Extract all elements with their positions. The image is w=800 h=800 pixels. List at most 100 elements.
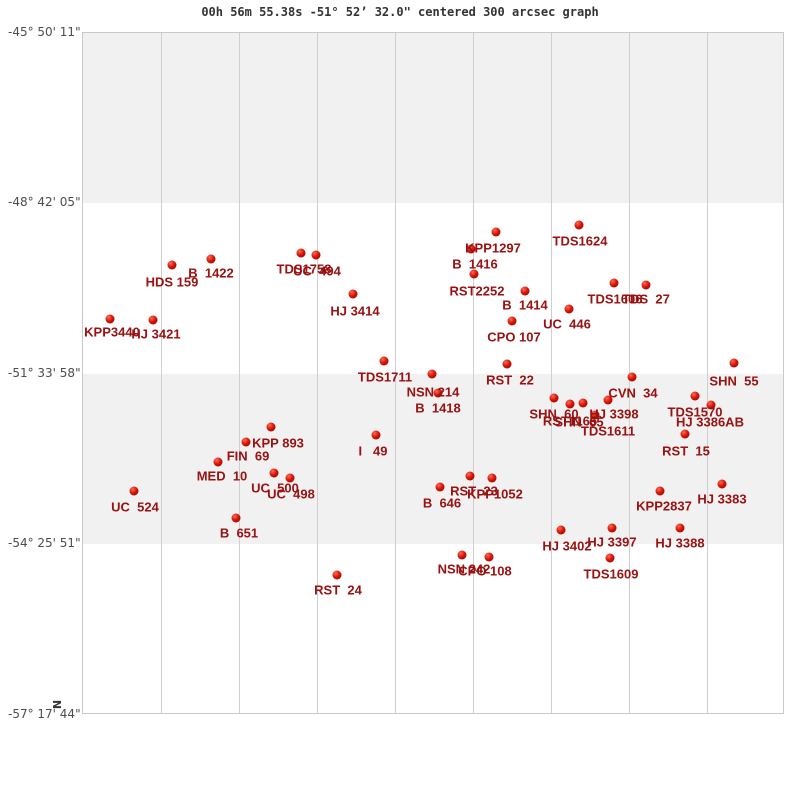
y-axis-tick-label: -51° 33' 58" xyxy=(8,366,81,380)
star-label: I 49 xyxy=(358,443,388,459)
plot-area: KPP3440 HJ 3421 HDS 159 B 1422 TDS1758 UC 494… xyxy=(82,32,784,714)
star-point xyxy=(609,278,619,288)
star-label: CVN 34 xyxy=(608,385,658,401)
star-point xyxy=(129,486,139,496)
star-point xyxy=(605,553,615,563)
star-label: KPP 893 xyxy=(252,435,304,451)
star-point xyxy=(427,369,437,379)
star-label: TDS1570 xyxy=(667,404,723,420)
star-label: SHN 65 xyxy=(554,414,604,430)
star-label: KPP3440 xyxy=(84,324,140,340)
ra-gridline xyxy=(317,33,318,713)
star-point xyxy=(379,356,389,366)
star-point xyxy=(206,254,216,264)
star-point xyxy=(641,280,651,290)
star-label: B 1422 xyxy=(188,265,234,281)
star-point xyxy=(266,422,276,432)
ra-gridline xyxy=(473,33,474,713)
star-point xyxy=(655,486,665,496)
star-point xyxy=(332,570,342,580)
star-label: B 1414 xyxy=(502,297,548,313)
ra-gridline xyxy=(161,33,162,713)
ra-gridline xyxy=(395,33,396,713)
star-label: NSN 242 xyxy=(437,561,491,577)
chart-title: 00h 56m 55.38s -51° 52’ 32.0" centered 3… xyxy=(201,5,599,19)
star-label: HJ 3388 xyxy=(655,535,705,551)
star-point xyxy=(469,269,479,279)
star-point xyxy=(675,523,685,533)
star-point xyxy=(285,473,295,483)
star-label: KPP1052 xyxy=(467,486,523,502)
y-axis-tick-label: -57° 17' 44" xyxy=(8,707,81,721)
star-label: HDS 159 xyxy=(145,274,199,290)
star-label: CPO 108 xyxy=(458,563,512,579)
star-label: CPO 107 xyxy=(487,329,541,345)
star-point xyxy=(148,315,158,325)
star-label: RST 15 xyxy=(662,443,710,459)
declination-band xyxy=(83,374,783,544)
star-point xyxy=(690,391,700,401)
star-point xyxy=(680,429,690,439)
star-point xyxy=(269,468,279,478)
star-point xyxy=(556,525,566,535)
star-point xyxy=(105,314,115,324)
star-label: HJ 3414 xyxy=(330,303,380,319)
star-point xyxy=(717,479,727,489)
star-point xyxy=(491,227,501,237)
star-label: NSN 214 xyxy=(406,384,460,400)
star-point xyxy=(231,513,241,523)
star-label: UC 498 xyxy=(267,486,315,502)
star-point xyxy=(564,304,574,314)
star-point xyxy=(520,286,530,296)
star-point xyxy=(435,482,445,492)
star-label: B 1416 xyxy=(452,256,498,272)
star-point xyxy=(241,437,251,447)
star-label: FIN 69 xyxy=(226,448,270,464)
star-label: B 651 xyxy=(219,525,259,541)
y-axis-tick-label: -48° 42' 05" xyxy=(8,195,81,209)
star-label: HJ 3397 xyxy=(587,534,637,550)
star-point xyxy=(706,400,716,410)
north-compass-indicator: N xyxy=(50,699,64,710)
star-point xyxy=(296,248,306,258)
star-point xyxy=(502,359,512,369)
star-point xyxy=(348,289,358,299)
star-point xyxy=(574,220,584,230)
star-label: B 646 xyxy=(422,495,462,511)
star-label: TDS1611 xyxy=(580,423,636,439)
star-point xyxy=(457,550,467,560)
star-point xyxy=(484,552,494,562)
star-label: UC 500 xyxy=(251,480,299,496)
star-label: RST 23 xyxy=(450,483,498,499)
star-point xyxy=(549,393,559,403)
star-label: HJ 3421 xyxy=(131,326,181,342)
star-point xyxy=(603,395,613,405)
ra-gridline xyxy=(239,33,240,713)
star-point xyxy=(578,398,588,408)
star-point xyxy=(607,523,617,533)
star-label: RST 22 xyxy=(486,372,534,388)
star-label: MED 10 xyxy=(196,468,248,484)
star-point xyxy=(487,473,497,483)
star-label: TDS1758 xyxy=(276,261,332,277)
star-point xyxy=(729,358,739,368)
star-point xyxy=(627,372,637,382)
star-label: UC 494 xyxy=(293,263,341,279)
star-label: SHN 55 xyxy=(709,373,759,389)
y-axis-tick-label: -54° 25' 51" xyxy=(8,536,81,550)
declination-band xyxy=(83,33,783,203)
star-point xyxy=(466,244,476,254)
star-label: TDS 27 xyxy=(622,291,670,307)
star-label: HJ 3402 xyxy=(542,538,592,554)
star-point xyxy=(507,316,517,326)
star-label: B 1418 xyxy=(415,400,461,416)
star-label: UC 524 xyxy=(111,499,159,515)
star-point xyxy=(311,250,321,260)
star-label: HJ 3386AB xyxy=(676,414,744,430)
star-label: RST2252 xyxy=(449,283,505,299)
star-label: TDS1606 xyxy=(587,291,643,307)
star-label: UC 446 xyxy=(543,316,591,332)
star-label: KPP2837 xyxy=(636,498,692,514)
star-label: RST 24 xyxy=(314,582,362,598)
